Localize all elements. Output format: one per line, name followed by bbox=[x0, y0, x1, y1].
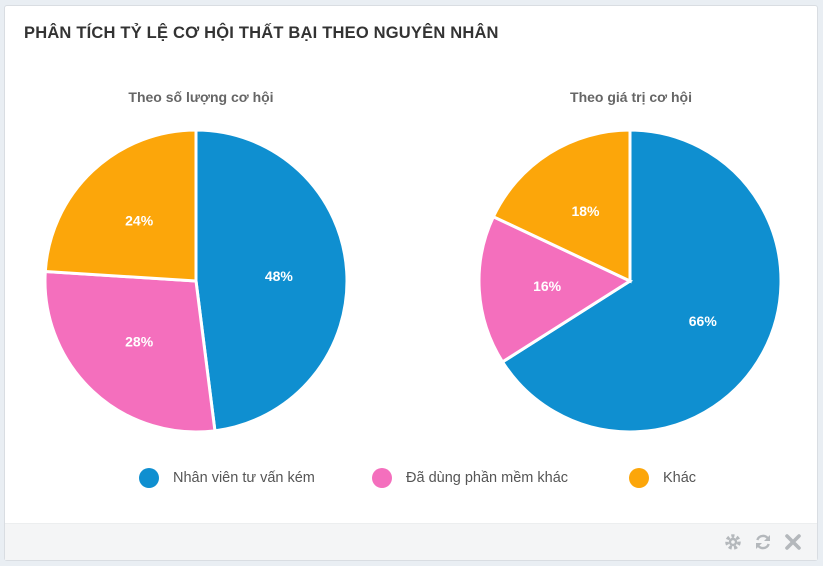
pie1-slice-1[interactable] bbox=[43, 269, 217, 434]
pie1-slice-2[interactable] bbox=[43, 128, 198, 283]
gear-icon[interactable] bbox=[723, 532, 743, 552]
pie2-slice-1[interactable] bbox=[477, 214, 634, 364]
pie2-data-label-2: 18% bbox=[571, 203, 600, 219]
legend-dot-orange bbox=[629, 468, 649, 488]
pie1-data-label-0: 48% bbox=[265, 268, 294, 284]
chart-panel: PHÂN TÍCH TỶ LỆ CƠ HỘI THẤT BẠI THEO NGU… bbox=[4, 5, 818, 561]
pie1-data-label-1: 28% bbox=[125, 334, 154, 350]
close-icon[interactable] bbox=[783, 532, 803, 552]
pie1-slice-0[interactable] bbox=[194, 128, 349, 433]
refresh-icon[interactable] bbox=[753, 532, 773, 552]
legend-label: Khác bbox=[663, 470, 697, 486]
legend-item-phan-mem-khac[interactable]: Đã dùng phần mềm khác bbox=[372, 468, 568, 488]
chart-legend: Nhân viên tư vấn kém Đã dùng phần mềm kh… bbox=[5, 468, 819, 498]
chart-title-quantity: Theo số lượng cơ hội bbox=[128, 89, 274, 105]
pie2-slice-2[interactable] bbox=[491, 128, 632, 284]
legend-item-tu-van-kem[interactable]: Nhân viên tư vấn kém bbox=[139, 468, 315, 488]
legend-label: Đã dùng phần mềm khác bbox=[406, 470, 569, 486]
legend-item-khac[interactable]: Khác bbox=[629, 468, 696, 488]
legend-label: Nhân viên tư vấn kém bbox=[173, 470, 315, 486]
panel-title: PHÂN TÍCH TỶ LỆ CƠ HỘI THẤT BẠI THEO NGU… bbox=[24, 24, 499, 42]
pie1-data-label-2: 24% bbox=[125, 212, 154, 228]
pie-charts: 48% 28% 24% 66% 16% 18% bbox=[43, 128, 783, 434]
panel-footer bbox=[5, 523, 817, 560]
pie2-data-label-0: 66% bbox=[689, 313, 718, 329]
pie2-data-label-1: 16% bbox=[533, 278, 562, 294]
legend-dot-blue bbox=[139, 468, 159, 488]
pie2-slice-0[interactable] bbox=[500, 128, 783, 434]
legend-dot-pink bbox=[372, 468, 392, 488]
chart-title-value: Theo giá trị cơ hội bbox=[570, 89, 692, 105]
